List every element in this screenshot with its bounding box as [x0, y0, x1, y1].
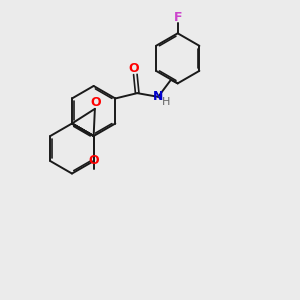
Text: O: O [88, 154, 99, 166]
Text: F: F [173, 11, 182, 24]
Text: O: O [129, 62, 139, 75]
Text: N: N [153, 90, 163, 103]
Text: O: O [90, 96, 101, 109]
Text: H: H [162, 97, 171, 107]
